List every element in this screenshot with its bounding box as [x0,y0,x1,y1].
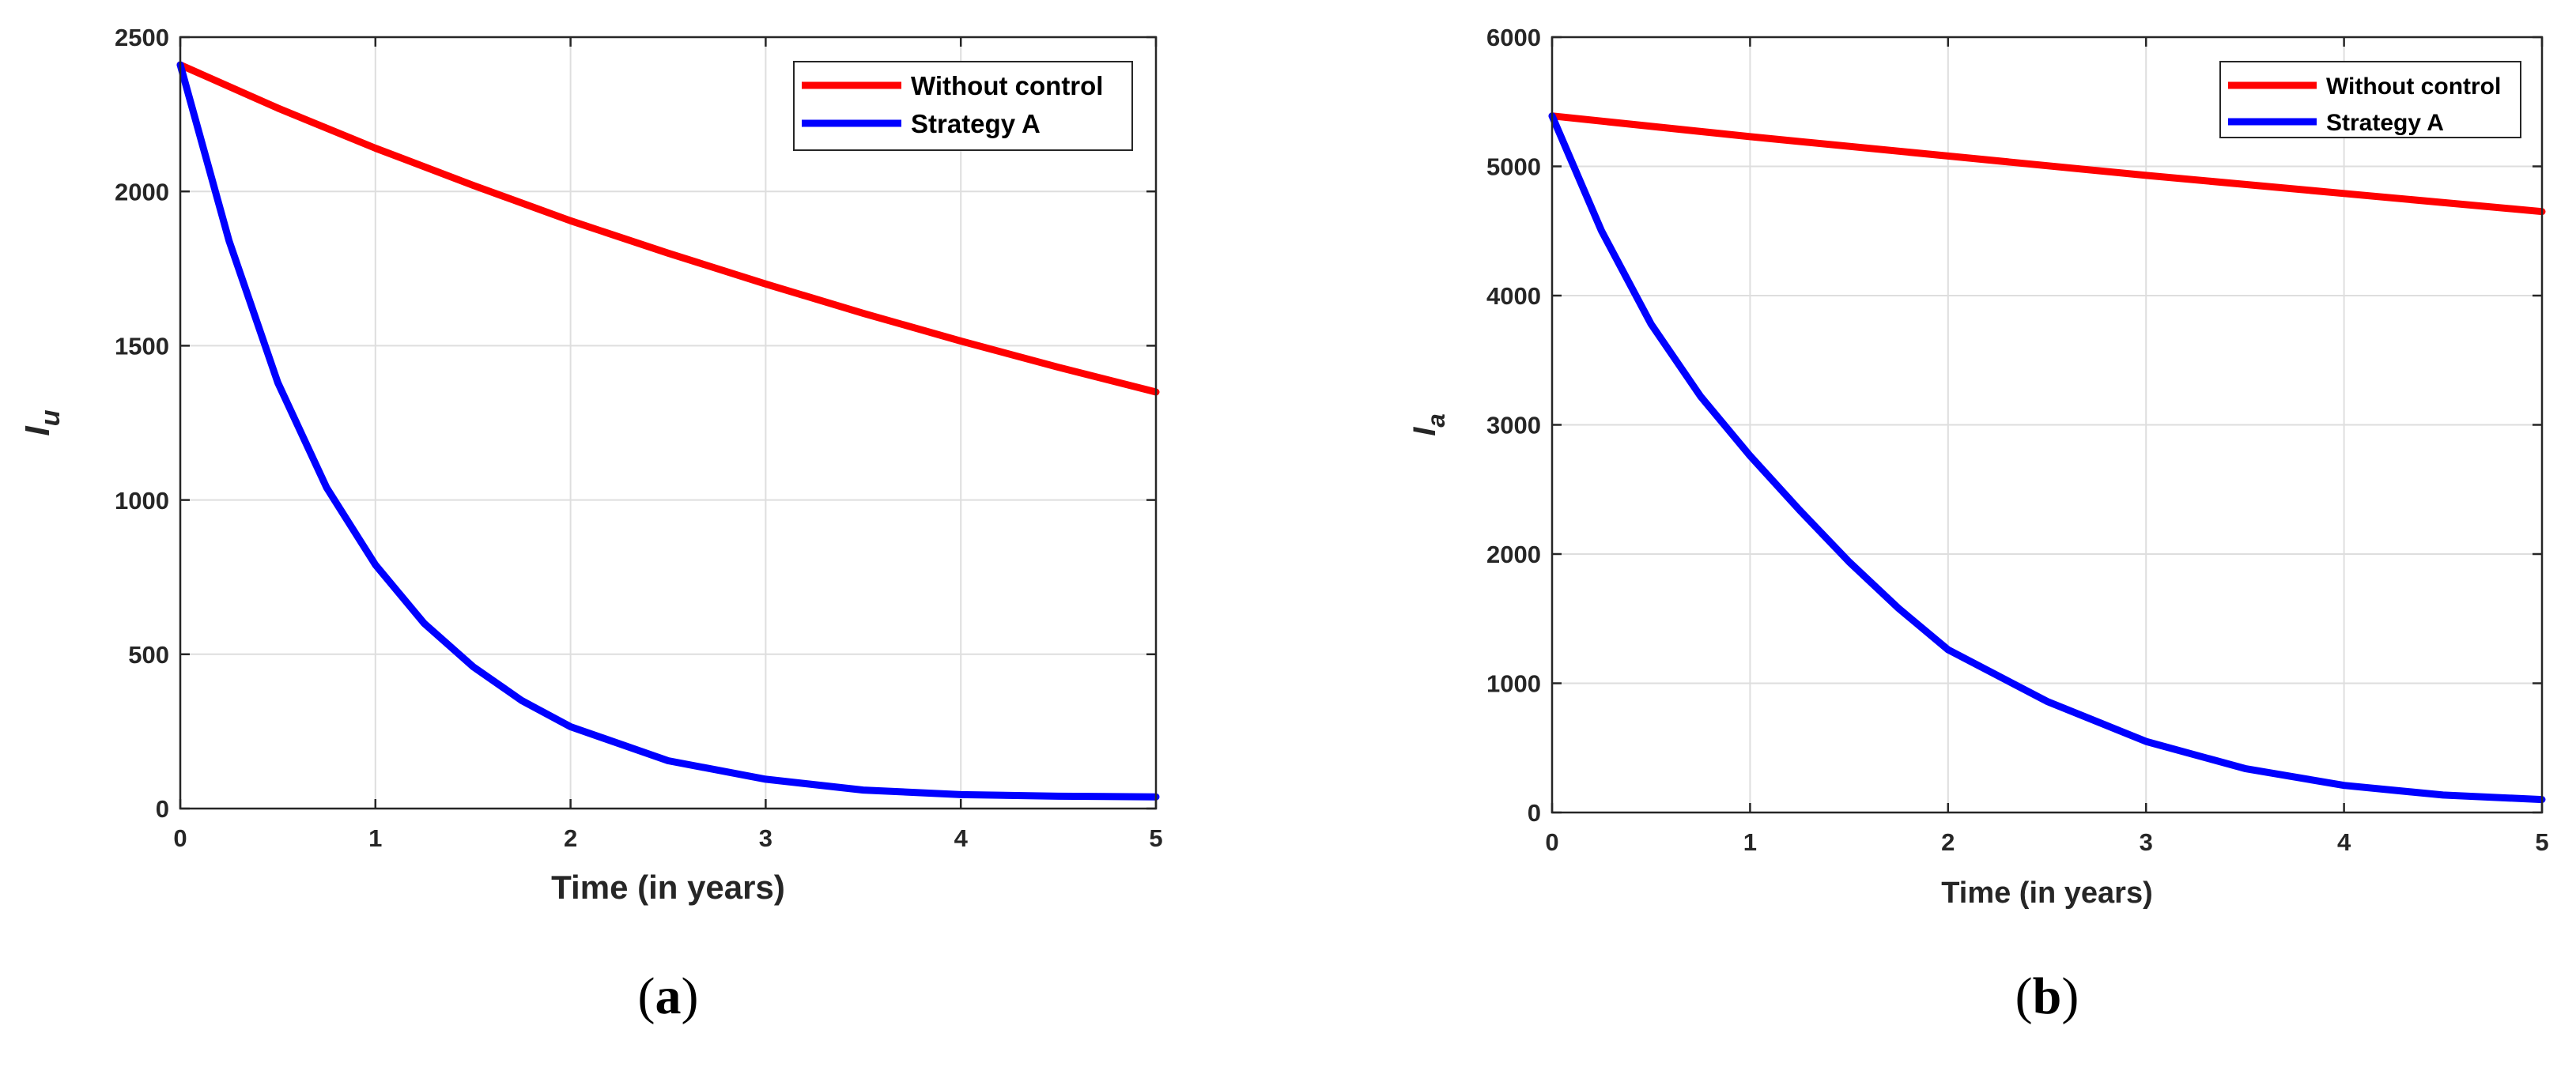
y-tick-label: 2000 [1486,541,1541,568]
panel-caption: (a) [638,967,699,1025]
x-tick-label: 4 [954,824,969,852]
y-tick-label: 1000 [1486,670,1541,698]
y-tick-label: 0 [156,795,169,823]
y-axis-label-subscript: a [1422,413,1450,427]
x-tick-label: 0 [1545,828,1558,856]
caption-letter: a [655,967,682,1025]
legend-label: Without control [911,71,1103,100]
x-tick-label: 1 [1743,828,1757,856]
y-axis-label: Iu [18,409,66,435]
y-tick-label: 6000 [1486,24,1541,51]
x-tick-label: 2 [564,824,577,852]
legend-box [793,61,1133,151]
y-tick-label: 500 [128,641,169,669]
x-tick-label: 5 [2535,828,2548,856]
x-tick-label: 1 [368,824,382,852]
caption-paren-close: ) [2061,967,2079,1025]
y-tick-label: 2000 [115,178,169,205]
y-axis-label-subscript: u [36,409,66,426]
axes-box [179,36,1158,810]
y-tick-label: 1500 [115,333,169,360]
caption-paren-open: ( [638,967,655,1025]
x-axis-label: Time (in years) [551,869,785,906]
series-line-without-control [1548,112,2546,216]
y-tick-label: 0 [1528,799,1541,827]
y-axis-label: Ia [1407,413,1450,435]
x-tick-label: 2 [1941,828,1955,856]
legend: Without control Strategy A [2219,61,2521,138]
x-tick-label: 4 [2337,828,2351,856]
y-axis-label-main: I [18,426,57,436]
x-tick-label: 0 [173,824,187,852]
plot-area [180,37,1156,809]
series-line-strategy-a [1548,112,2546,804]
y-tick-label: 2500 [115,24,169,51]
y-tick-label: 1000 [115,487,169,515]
caption-paren-close: ) [682,967,699,1025]
series-line-without-control [176,61,1160,396]
panel-a: 0 1 2 3 4 5 0 500 1000 1500 2000 2500 Time (in years… [18,24,1163,1025]
legend: Without control Strategy A [793,61,1133,151]
y-axis-label-main: I [1407,427,1442,436]
caption-letter: b [2033,967,2062,1025]
caption-paren-open: ( [2015,967,2033,1025]
x-axis-label: Time (in years) [1941,877,2153,910]
x-tick-label: 5 [1149,824,1162,852]
y-tick-label: 4000 [1486,282,1541,310]
x-tick-label: 3 [2140,828,2153,856]
series-line-strategy-a [176,61,1160,801]
legend-label: Strategy A [911,109,1041,138]
panel-caption: (b) [2015,967,2079,1025]
legend-label: Strategy A [2326,110,2444,136]
legend-label: Without control [2326,74,2501,100]
x-tick-label: 3 [759,824,772,852]
y-tick-label: 5000 [1486,153,1541,181]
panel-b: 0 1 2 3 4 5 0 1000 2000 3000 4000 5000 6000 Time (in … [1407,24,2549,1025]
y-tick-label: 3000 [1486,412,1541,439]
